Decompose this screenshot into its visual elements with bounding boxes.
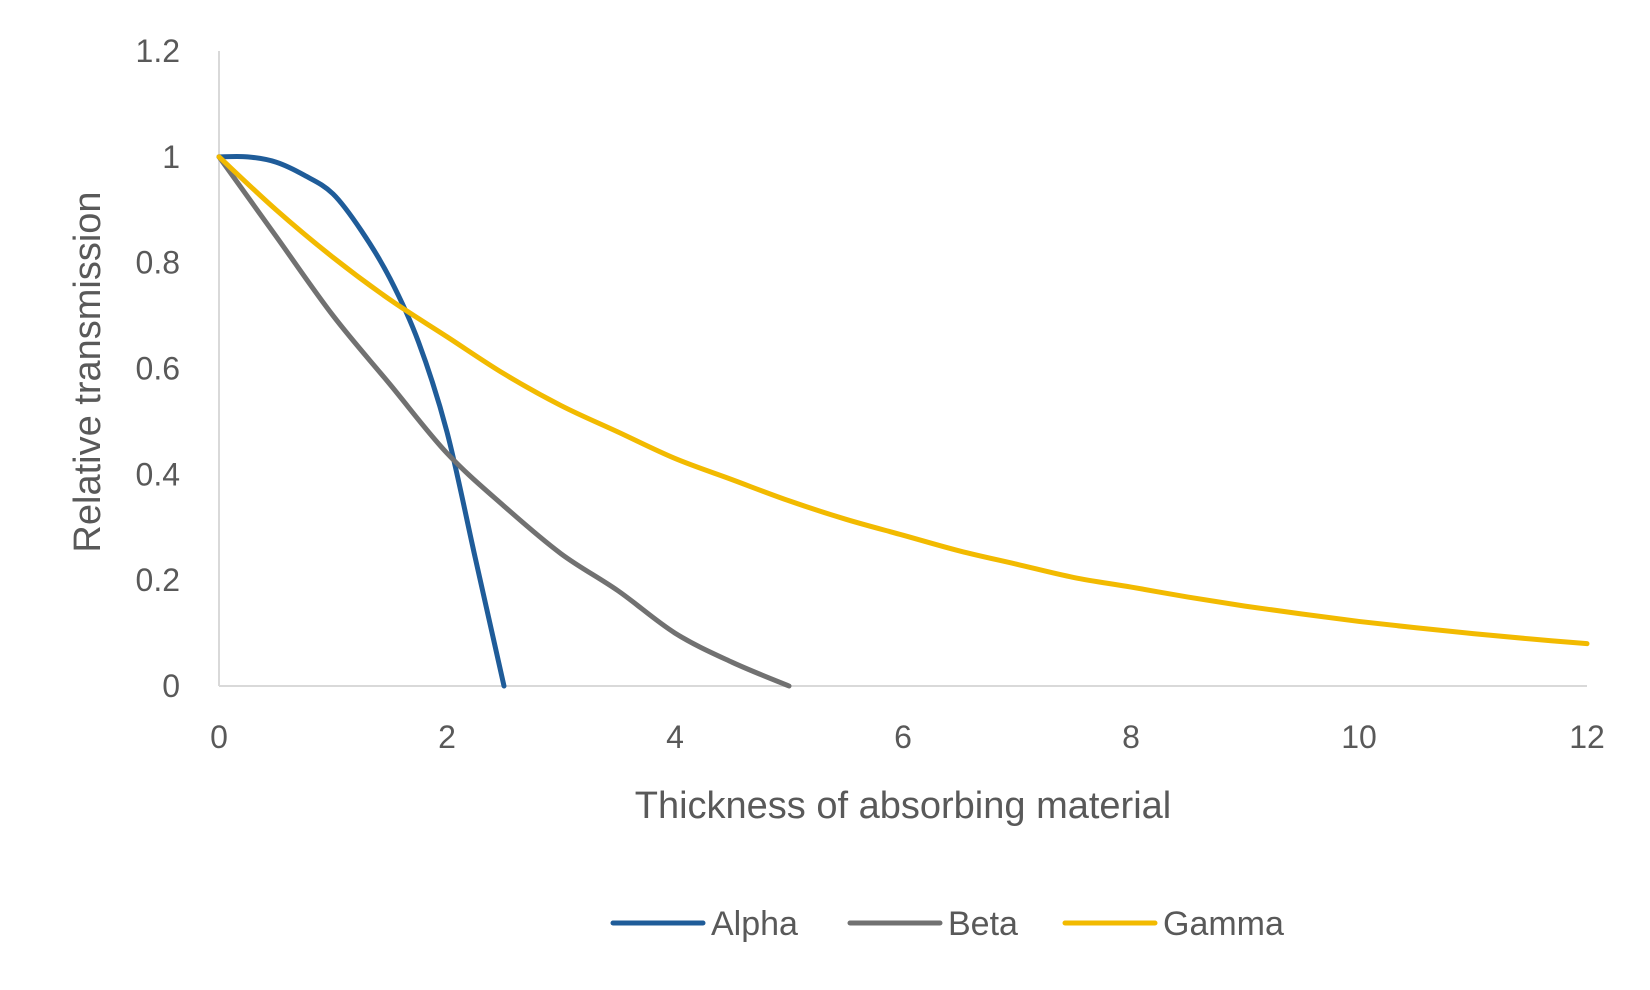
legend-label-gamma: Gamma bbox=[1163, 905, 1284, 943]
y-tick-label: 0.2 bbox=[136, 562, 180, 598]
x-tick-label: 4 bbox=[666, 719, 684, 755]
y-tick-label: 0 bbox=[162, 668, 180, 704]
series-line-gamma bbox=[216, 154, 1590, 647]
axes: 0 2 4 6 8 10 12 0 0.2 0.4 0.6 0.8 1 1.2 bbox=[136, 33, 1605, 755]
y-tick-label: 1.2 bbox=[136, 33, 180, 69]
x-tick-label: 10 bbox=[1341, 719, 1377, 755]
x-tick-label: 2 bbox=[438, 719, 456, 755]
y-tick-label: 0.4 bbox=[136, 456, 180, 492]
legend-label-alpha: Alpha bbox=[711, 905, 798, 943]
y-tick-label: 0.8 bbox=[136, 245, 180, 281]
y-tick-label: 1 bbox=[162, 139, 180, 175]
y-tick-label: 0.6 bbox=[136, 351, 180, 387]
legend: Alpha Beta Gamma bbox=[610, 905, 1284, 943]
legend-label-beta: Beta bbox=[948, 905, 1018, 943]
series-line-alpha bbox=[216, 153, 507, 689]
x-axis-title: Thickness of absorbing material bbox=[635, 785, 1171, 827]
x-tick-label: 8 bbox=[1122, 719, 1140, 755]
x-tick-label: 12 bbox=[1569, 719, 1605, 755]
y-axis-title: Relative transmission bbox=[67, 191, 109, 552]
x-tick-label: 6 bbox=[894, 719, 912, 755]
series-lines bbox=[216, 153, 1590, 689]
x-tick-label: 0 bbox=[210, 719, 228, 755]
series-line-beta bbox=[216, 154, 792, 689]
